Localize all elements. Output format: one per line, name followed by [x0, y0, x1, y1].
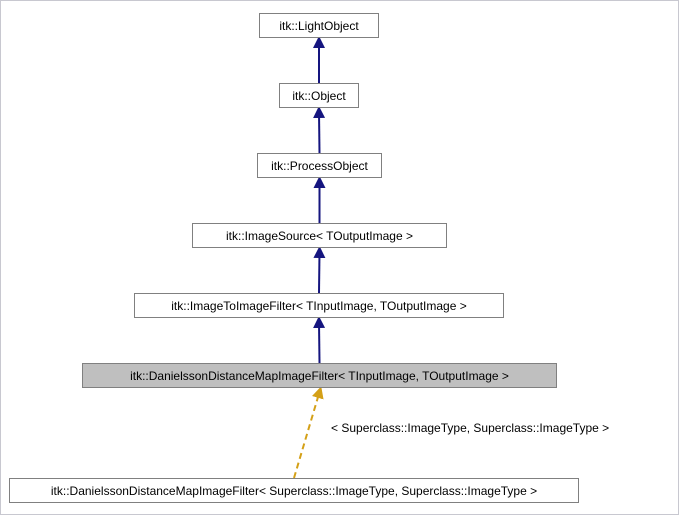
edge: [294, 392, 320, 478]
edges-layer: [1, 1, 679, 516]
node-danielsson-superclass[interactable]: itk::DanielssonDistanceMapImageFilter< S…: [9, 478, 579, 503]
node-label: itk::LightObject: [279, 19, 358, 33]
node-label: itk::ProcessObject: [271, 159, 368, 173]
edge: [319, 322, 320, 363]
edge: [319, 252, 320, 293]
node-label: itk::ImageSource< TOutputImage >: [226, 229, 413, 243]
node-label: itk::Object: [292, 89, 345, 103]
node-imagesource[interactable]: itk::ImageSource< TOutputImage >: [192, 223, 447, 248]
node-imagetoimagefilter[interactable]: itk::ImageToImageFilter< TInputImage, TO…: [134, 293, 504, 318]
node-label: itk::DanielssonDistanceMapImageFilter< T…: [130, 369, 509, 383]
node-label: itk::DanielssonDistanceMapImageFilter< S…: [51, 484, 537, 498]
edge: [319, 112, 320, 153]
node-danielsson-generic[interactable]: itk::DanielssonDistanceMapImageFilter< T…: [82, 363, 557, 388]
node-processobject[interactable]: itk::ProcessObject: [257, 153, 382, 178]
diagram-canvas: itk::LightObject itk::Object itk::Proces…: [0, 0, 679, 515]
edge-label: < Superclass::ImageType, Superclass::Ima…: [331, 421, 609, 435]
node-object[interactable]: itk::Object: [279, 83, 359, 108]
node-label: itk::ImageToImageFilter< TInputImage, TO…: [171, 299, 467, 313]
node-lightobject[interactable]: itk::LightObject: [259, 13, 379, 38]
